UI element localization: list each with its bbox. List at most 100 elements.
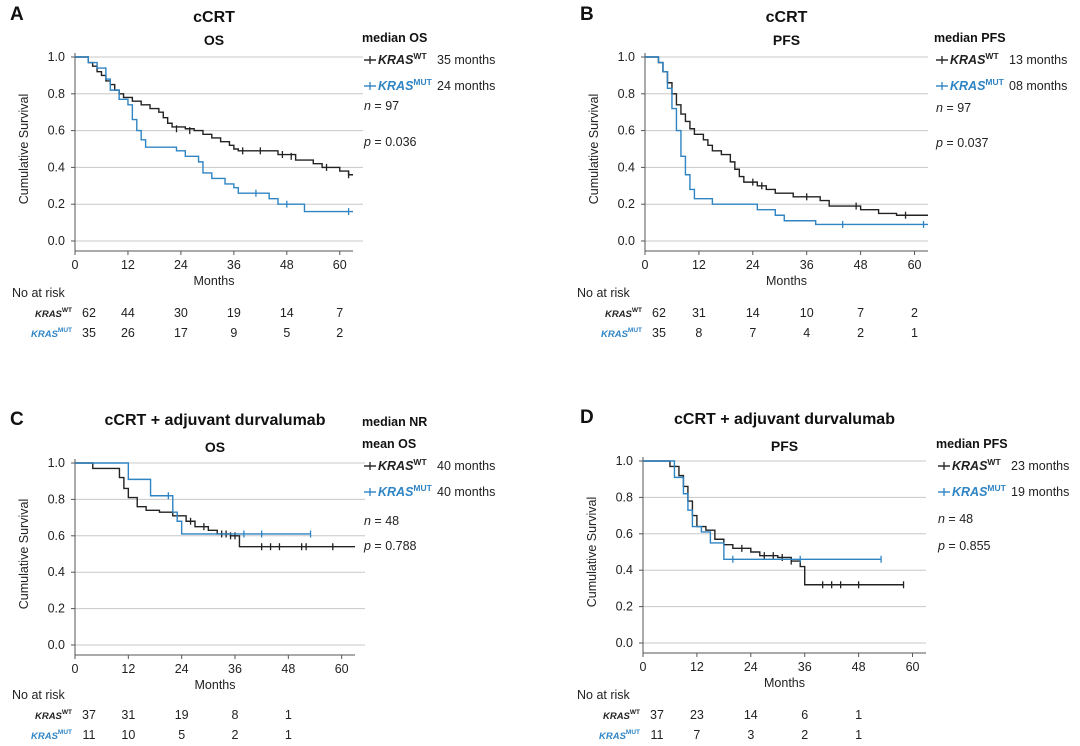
y-tick-label: 0.0: [48, 234, 65, 248]
chart-subtitle: PFS: [771, 438, 798, 454]
legend-title: mean OS: [362, 437, 416, 451]
x-tick-label: 60: [908, 258, 922, 272]
risk-table-header: No at risk: [577, 286, 631, 300]
risk-row-label-mut: KRASMUT: [31, 729, 72, 742]
p-value: p = 0.855: [937, 539, 991, 553]
y-tick-label: 1.0: [48, 50, 65, 64]
legend-label-wt: KRASWT: [950, 51, 999, 67]
legend-median-value: 13 months: [1009, 53, 1067, 67]
panel-label: D: [580, 407, 594, 428]
y-tick-label: 0.8: [48, 492, 65, 506]
x-tick-label: 48: [852, 660, 866, 674]
y-tick-label: 0.4: [616, 563, 633, 577]
chart-title: cCRT + adjuvant durvalumab: [674, 411, 895, 428]
legend-title: median NR: [362, 415, 427, 429]
risk-row-label-wt: KRASWT: [603, 709, 640, 722]
survival-curve-mut: [75, 56, 353, 213]
survival-curve-mut: [643, 460, 882, 560]
risk-count-wt: 14: [746, 306, 760, 320]
risk-count-wt: 7: [336, 306, 343, 320]
x-axis-label: Months: [194, 274, 235, 288]
y-tick-label: 0.4: [48, 160, 65, 174]
x-tick-label: 12: [692, 258, 706, 272]
risk-count-mut: 1: [855, 728, 862, 742]
y-tick-label: 0.2: [618, 197, 635, 211]
legend-label-mut: KRASMUT: [378, 483, 433, 499]
chart-title: cCRT: [193, 9, 235, 26]
legend-label-wt: KRASWT: [378, 51, 427, 67]
x-tick-label: 12: [690, 660, 704, 674]
y-tick-label: 1.0: [48, 456, 65, 470]
legend-median-value: 19 months: [1011, 485, 1069, 499]
risk-count-wt: 62: [652, 306, 666, 320]
x-tick-label: 24: [744, 660, 758, 674]
legend-title: median PFS: [934, 31, 1006, 45]
x-tick-label: 24: [174, 258, 188, 272]
y-tick-label: 0.8: [616, 490, 633, 504]
risk-count-mut: 10: [121, 728, 135, 742]
chart-subtitle: OS: [205, 439, 225, 455]
risk-row-label-mut: KRASMUT: [601, 327, 642, 340]
p-value: p = 0.788: [363, 539, 417, 553]
x-axis-label: Months: [766, 274, 807, 288]
legend-label-mut: KRASMUT: [952, 483, 1007, 499]
x-tick-label: 36: [228, 662, 242, 676]
legend-title: median OS: [362, 31, 427, 45]
risk-count-mut: 7: [693, 728, 700, 742]
panel-label: C: [10, 409, 24, 430]
risk-row-label-wt: KRASWT: [605, 307, 642, 320]
chart-subtitle: PFS: [773, 32, 800, 48]
risk-count-wt: 37: [650, 708, 664, 722]
risk-count-wt: 37: [82, 708, 96, 722]
legend-median-value: 35 months: [437, 53, 495, 67]
y-tick-label: 0.8: [48, 87, 65, 101]
x-tick-label: 0: [642, 258, 649, 272]
y-tick-label: 0.4: [48, 565, 65, 579]
y-tick-label: 0.2: [616, 600, 633, 614]
risk-count-mut: 11: [651, 728, 664, 742]
risk-count-mut: 2: [857, 326, 864, 340]
risk-count-wt: 2: [911, 306, 918, 320]
legend-label-mut: KRASMUT: [378, 77, 433, 93]
risk-count-mut: 35: [82, 326, 96, 340]
risk-count-wt: 1: [855, 708, 862, 722]
x-tick-label: 0: [640, 660, 647, 674]
risk-count-mut: 5: [283, 326, 290, 340]
y-tick-label: 0.6: [48, 529, 65, 543]
risk-count-wt: 30: [174, 306, 188, 320]
y-tick-label: 0.6: [618, 124, 635, 138]
y-tick-label: 0.2: [48, 602, 65, 616]
n-value: n = 48: [364, 514, 399, 528]
x-axis-label: Months: [195, 678, 236, 692]
y-axis-label: Cumulative Survival: [587, 94, 601, 204]
survival-curve-wt: [645, 56, 928, 216]
x-tick-label: 0: [72, 258, 79, 272]
risk-row-label-wt: KRASWT: [35, 709, 72, 722]
y-tick-label: 0.8: [618, 87, 635, 101]
risk-count-mut: 2: [232, 728, 239, 742]
x-tick-label: 24: [175, 662, 189, 676]
survival-curve-wt: [75, 56, 353, 176]
risk-count-wt: 14: [744, 708, 758, 722]
legend-median-value: 24 months: [437, 79, 495, 93]
risk-table-header: No at risk: [12, 688, 66, 702]
risk-count-wt: 23: [690, 708, 704, 722]
chart-title: cCRT + adjuvant durvalumab: [105, 412, 326, 429]
risk-count-mut: 4: [803, 326, 810, 340]
risk-count-mut: 2: [801, 728, 808, 742]
x-tick-label: 48: [280, 258, 294, 272]
risk-row-label-mut: KRASMUT: [31, 327, 72, 340]
y-axis-label: Cumulative Survival: [17, 499, 31, 609]
n-value: n = 97: [364, 99, 399, 113]
risk-count-mut: 3: [747, 728, 754, 742]
chart-subtitle: OS: [204, 32, 224, 48]
risk-count-wt: 19: [227, 306, 241, 320]
x-tick-label: 48: [854, 258, 868, 272]
x-tick-label: 60: [335, 662, 349, 676]
y-tick-label: 0.0: [616, 636, 633, 650]
legend-label-wt: KRASWT: [378, 457, 427, 473]
risk-count-wt: 10: [800, 306, 814, 320]
risk-count-wt: 31: [692, 306, 706, 320]
